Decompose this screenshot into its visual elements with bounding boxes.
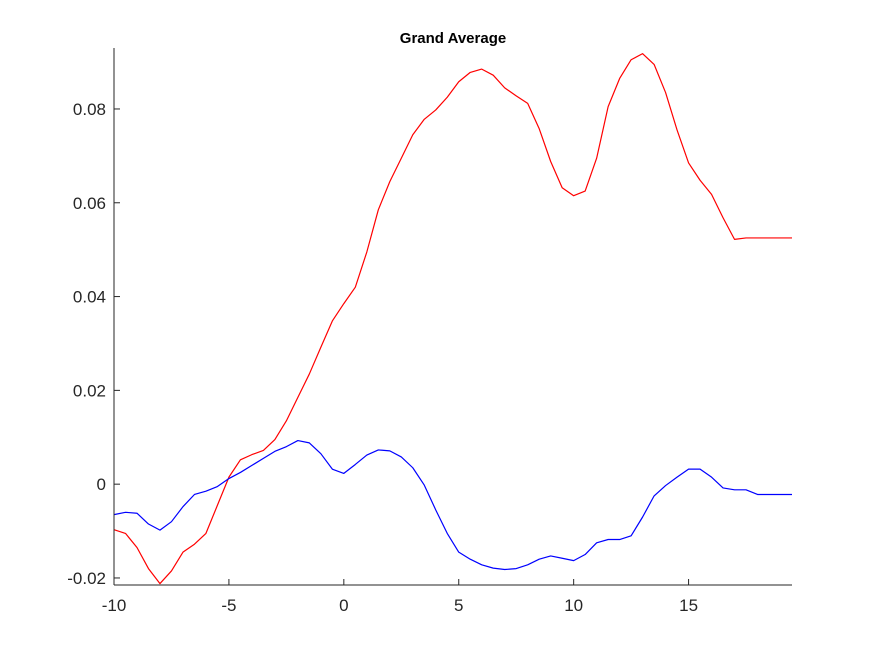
x-tick-label: -10 [102, 596, 127, 615]
series-line-2 [113, 439, 792, 571]
axes [113, 48, 792, 586]
y-tick-label: 0.06 [73, 194, 106, 213]
chart-title: Grand Average [400, 30, 506, 47]
series-layer [113, 53, 792, 585]
x-tick-label: 5 [454, 596, 463, 615]
y-tick-label: 0.04 [73, 288, 106, 307]
y-tick-label: 0 [97, 475, 106, 494]
x-tick-label: 15 [679, 596, 698, 615]
series-line-1 [113, 53, 792, 585]
x-tick-label: 0 [339, 596, 348, 615]
x-tick-label: 10 [564, 596, 583, 615]
y-tick-label: 0.08 [73, 100, 106, 119]
y-tick-label: -0.02 [67, 569, 106, 588]
x-tick-label: -5 [221, 596, 236, 615]
y-tick-label: 0.02 [73, 381, 106, 400]
tick-labels: -10 -5 0 5 10 15 -0.02 0 0.02 0.04 0.06 0.08 [67, 100, 698, 615]
